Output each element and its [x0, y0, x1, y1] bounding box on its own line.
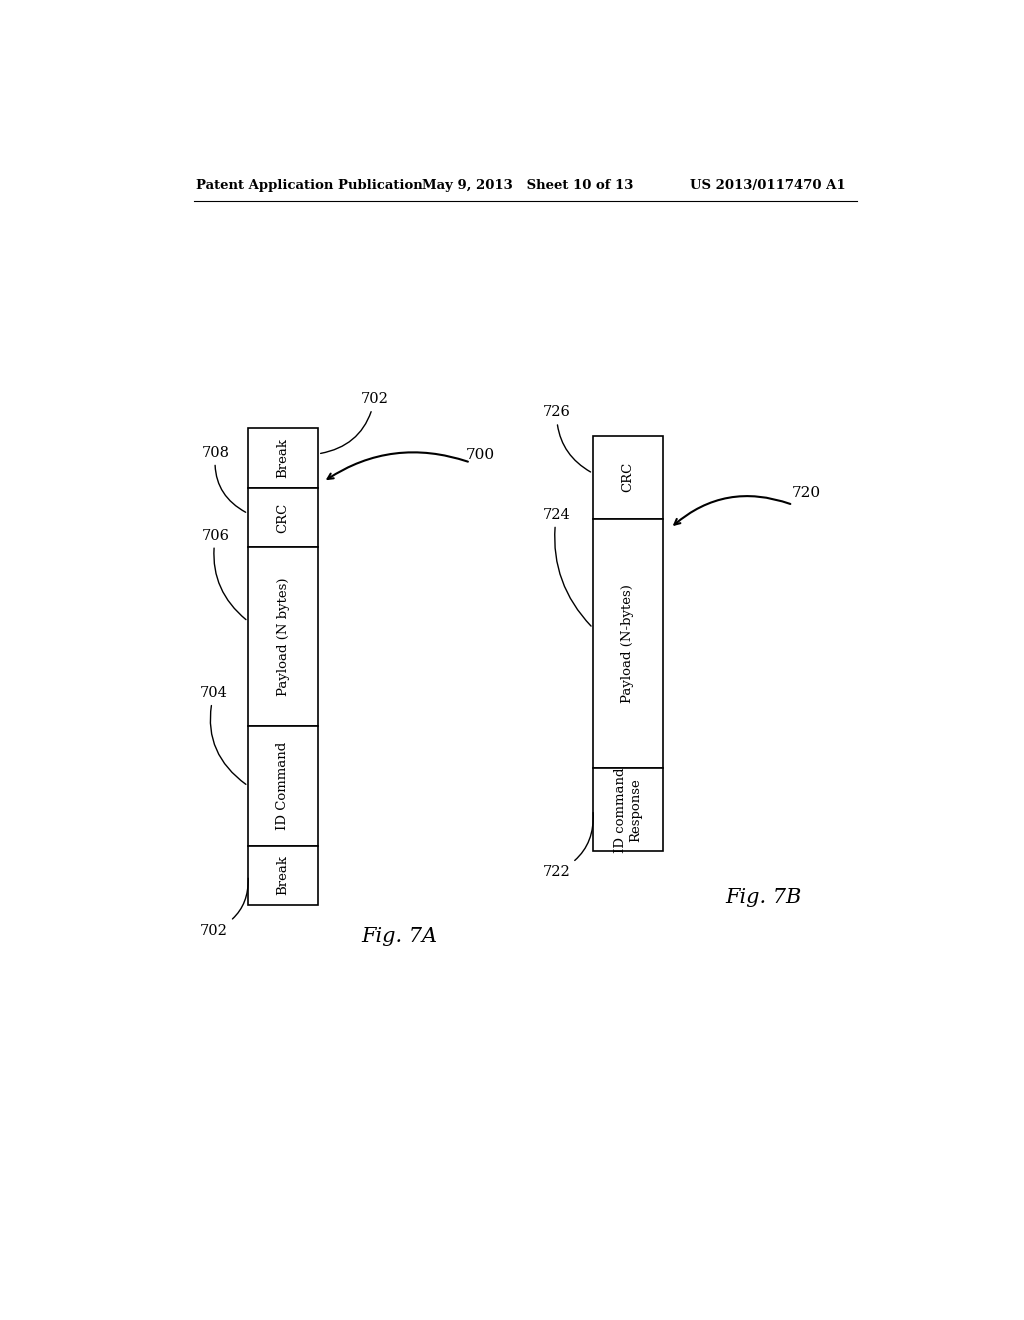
Text: 702: 702: [321, 392, 388, 453]
Text: 726: 726: [543, 405, 591, 473]
Text: US 2013/0117470 A1: US 2013/0117470 A1: [690, 178, 846, 191]
Bar: [248, 428, 317, 487]
Text: 720: 720: [792, 486, 820, 500]
Bar: [248, 487, 317, 548]
Text: 704: 704: [200, 686, 246, 784]
Bar: [248, 726, 317, 846]
Text: CRC: CRC: [622, 462, 635, 492]
Bar: [248, 846, 317, 906]
Bar: [248, 548, 317, 726]
Text: 706: 706: [202, 528, 246, 619]
Text: Fig. 7B: Fig. 7B: [725, 888, 802, 907]
Text: ID command
Response: ID command Response: [613, 767, 642, 853]
Text: 702: 702: [200, 878, 248, 937]
Text: 700: 700: [466, 447, 496, 462]
Text: May 9, 2013   Sheet 10 of 13: May 9, 2013 Sheet 10 of 13: [423, 178, 634, 191]
Text: Payload (N bytes): Payload (N bytes): [276, 578, 290, 696]
Text: 708: 708: [202, 446, 246, 512]
Bar: [593, 768, 663, 851]
Text: CRC: CRC: [276, 503, 290, 532]
Bar: [593, 436, 663, 519]
Text: 722: 722: [543, 813, 593, 879]
Text: Payload (N-bytes): Payload (N-bytes): [622, 583, 635, 704]
Text: ID Command: ID Command: [276, 742, 290, 830]
Text: 724: 724: [543, 508, 591, 626]
Text: Patent Application Publication: Patent Application Publication: [197, 178, 423, 191]
Text: Fig. 7A: Fig. 7A: [361, 927, 437, 945]
Bar: [593, 519, 663, 768]
Text: Break: Break: [276, 438, 290, 478]
Text: Break: Break: [276, 855, 290, 895]
